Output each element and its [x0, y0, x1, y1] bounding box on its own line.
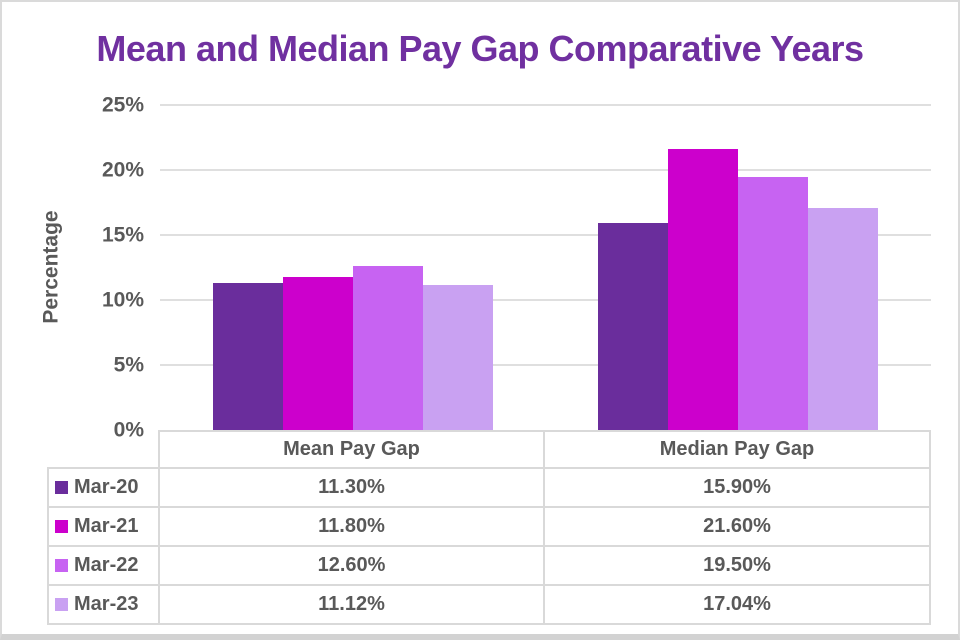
value-cell-mar-22-median-pay-gap: 19.50%: [545, 547, 931, 586]
data-table: Mean Pay Gap Median Pay Gap Mar-20 11.30% 15…: [47, 430, 931, 625]
legend-swatch-mar-20: [55, 481, 68, 494]
value-cell-mar-20-median-pay-gap: 15.90%: [545, 469, 931, 508]
bar-group-median-pay-gap: [546, 105, 932, 430]
y-tick-label: 15%: [101, 223, 144, 247]
bar-mar-21-mean-pay-gap: [282, 276, 353, 430]
legend-label: Mar-20: [74, 476, 139, 498]
legend-swatch-mar-21: [55, 520, 68, 533]
chart-title: Mean and Median Pay Gap Comparative Year…: [96, 28, 864, 69]
gridline: [160, 299, 931, 301]
legend-cell-mar-23: Mar-23: [47, 586, 160, 625]
legend-label: Mar-21: [74, 515, 139, 537]
table-header-cell-median-pay-gap: Median Pay Gap: [545, 430, 931, 469]
value-cell-mar-21-median-pay-gap: 21.60%: [545, 508, 931, 547]
bar-mar-20-median-pay-gap: [598, 223, 669, 430]
table-header-cell-mean-pay-gap: Mean Pay Gap: [160, 430, 545, 469]
y-axis-label: Percentage: [39, 210, 63, 324]
y-tick-label: 5%: [113, 353, 144, 377]
legend-label: Mar-23: [74, 593, 139, 615]
bar-mar-21-median-pay-gap: [668, 149, 739, 430]
y-tick-label: 10%: [101, 288, 144, 312]
bar-mar-22-mean-pay-gap: [352, 266, 423, 430]
bar-mar-20-mean-pay-gap: [212, 283, 283, 430]
legend-label: Mar-22: [74, 554, 139, 576]
gridline: [160, 234, 931, 236]
table-corner-cell: [47, 430, 160, 469]
bar-mar-23-mean-pay-gap: [422, 285, 493, 430]
value-cell-mar-23-mean-pay-gap: 11.12%: [160, 586, 545, 625]
legend-cell-mar-21: Mar-21: [47, 508, 160, 547]
value-cell-mar-20-mean-pay-gap: 11.30%: [160, 469, 545, 508]
y-tick-label: 20%: [101, 158, 144, 182]
bar-mar-23-median-pay-gap: [808, 208, 879, 430]
bar-mar-22-median-pay-gap: [738, 176, 809, 430]
y-tick-label: 0%: [113, 418, 144, 442]
legend-swatch-mar-22: [55, 559, 68, 572]
y-tick-label: 25%: [101, 93, 144, 117]
legend-cell-mar-22: Mar-22: [47, 547, 160, 586]
legend-swatch-mar-23: [55, 598, 68, 611]
legend-cell-mar-20: Mar-20: [47, 469, 160, 508]
plot-area: [160, 105, 931, 430]
value-cell-mar-23-median-pay-gap: 17.04%: [545, 586, 931, 625]
gridline: [160, 364, 931, 366]
bar-group-mean-pay-gap: [160, 105, 546, 430]
gridline: [160, 104, 931, 106]
gridline: [160, 169, 931, 171]
value-cell-mar-22-mean-pay-gap: 12.60%: [160, 547, 545, 586]
value-cell-mar-21-mean-pay-gap: 11.80%: [160, 508, 545, 547]
